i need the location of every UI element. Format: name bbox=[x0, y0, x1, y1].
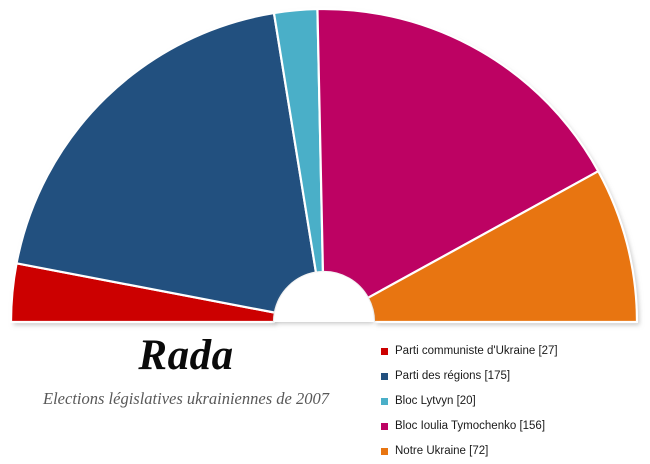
legend-swatch-notre-ukraine bbox=[381, 448, 388, 455]
legend-item-label: Parti communiste d'Ukraine [27] bbox=[395, 345, 558, 357]
legend-item: Bloc Ioulia Tymochenko [156] bbox=[381, 414, 646, 439]
legend-item-label: Bloc Lytvyn [20] bbox=[395, 395, 476, 407]
legend-item: Parti des régions [175] bbox=[381, 364, 646, 389]
legend-item-label: Bloc Ioulia Tymochenko [156] bbox=[395, 420, 546, 432]
legend-swatch-regions bbox=[381, 373, 388, 380]
hemicycle-hub bbox=[274, 272, 374, 322]
hemicycle-svg: Parti communiste d'Ukraine — 27Parti des… bbox=[9, 7, 639, 324]
legend-swatch-communist bbox=[381, 348, 388, 355]
hemicycle-slice: Parti des régions — 175 bbox=[15, 11, 318, 314]
legend-swatch-lytvyn bbox=[381, 398, 388, 405]
hub-semicircle bbox=[274, 272, 374, 322]
legend-item: Bloc Lytvyn [20] bbox=[381, 389, 646, 414]
legend-item-label: Parti des régions [175] bbox=[395, 370, 511, 382]
title-block: Rada Elections législatives ukrainiennes… bbox=[0, 330, 372, 410]
legend-item-label: Notre Ukraine [72] bbox=[395, 445, 489, 457]
hemicycle-chart: Parti communiste d'Ukraine — 27Parti des… bbox=[9, 7, 639, 324]
chart-legend: Parti communiste d'Ukraine [27] Parti des… bbox=[381, 339, 646, 464]
legend-item: Notre Ukraine [72] bbox=[381, 439, 646, 464]
page-subtitle: Elections législatives ukrainiennes de 2… bbox=[43, 389, 329, 408]
legend-swatch-tymochenko bbox=[381, 423, 388, 430]
hemicycle-slices: Parti communiste d'Ukraine — 27Parti des… bbox=[9, 7, 639, 324]
page-title: Rada bbox=[138, 332, 234, 379]
legend-item: Parti communiste d'Ukraine [27] bbox=[381, 339, 646, 364]
